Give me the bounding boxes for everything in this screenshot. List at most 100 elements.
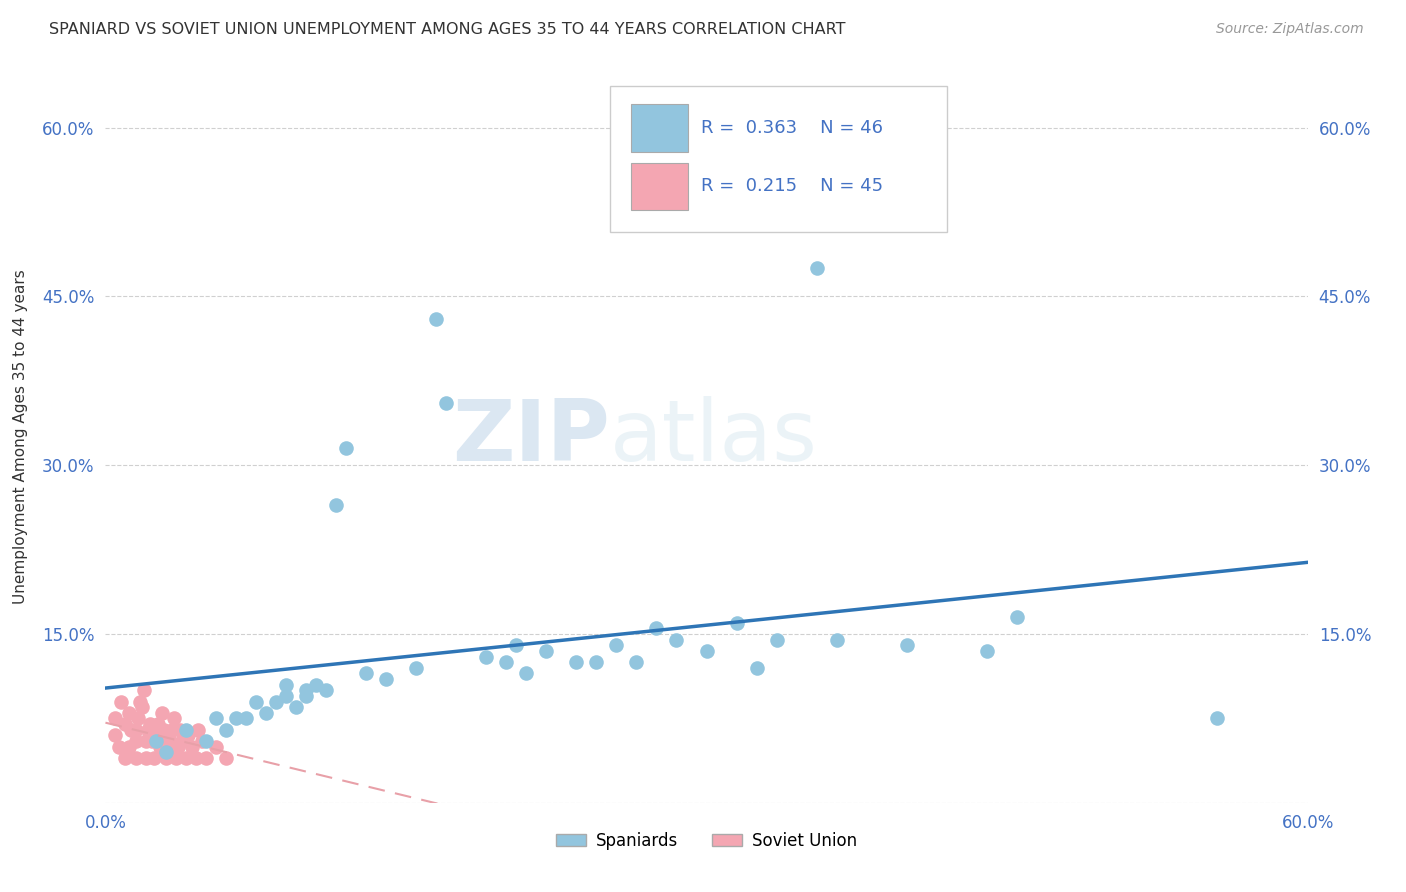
Point	[335, 442, 357, 456]
Point	[155, 745, 177, 759]
Point	[136, 723, 159, 737]
Point	[825, 632, 848, 647]
Point	[121, 723, 143, 737]
Point	[605, 638, 627, 652]
Point	[118, 706, 141, 720]
Point	[645, 621, 668, 635]
Point	[150, 706, 173, 720]
Point	[148, 739, 170, 754]
Point	[156, 728, 179, 742]
Point	[187, 723, 209, 737]
Point	[127, 711, 149, 725]
Point	[169, 723, 191, 737]
Point	[131, 700, 153, 714]
Point	[159, 734, 181, 748]
Point	[375, 672, 398, 686]
Point	[128, 694, 150, 708]
Point	[214, 751, 236, 765]
Point	[194, 751, 217, 765]
Point	[135, 734, 157, 748]
Point	[725, 615, 748, 630]
Point	[166, 739, 188, 754]
Point	[515, 666, 537, 681]
Text: ZIP: ZIP	[453, 395, 610, 479]
Point	[765, 632, 787, 647]
Point	[132, 683, 155, 698]
Point	[204, 739, 226, 754]
Point	[184, 751, 207, 765]
Point	[145, 728, 167, 742]
Point	[245, 694, 267, 708]
Point	[976, 644, 998, 658]
Point	[295, 683, 318, 698]
Text: atlas: atlas	[610, 395, 818, 479]
Text: R =  0.363    N = 46: R = 0.363 N = 46	[700, 120, 883, 137]
Point	[152, 723, 174, 737]
Point	[505, 638, 527, 652]
Point	[536, 644, 558, 658]
Text: SPANIARD VS SOVIET UNION UNEMPLOYMENT AMONG AGES 35 TO 44 YEARS CORRELATION CHAR: SPANIARD VS SOVIET UNION UNEMPLOYMENT AM…	[49, 22, 846, 37]
Point	[284, 700, 307, 714]
Point	[585, 655, 607, 669]
Point	[155, 751, 177, 765]
Point	[138, 717, 160, 731]
Point	[354, 666, 377, 681]
FancyBboxPatch shape	[610, 86, 948, 232]
Point	[114, 751, 136, 765]
Point	[1005, 610, 1028, 624]
Y-axis label: Unemployment Among Ages 35 to 44 years: Unemployment Among Ages 35 to 44 years	[13, 269, 28, 605]
Point	[305, 678, 328, 692]
Text: R =  0.215    N = 45: R = 0.215 N = 45	[700, 178, 883, 195]
Point	[235, 711, 257, 725]
FancyBboxPatch shape	[631, 163, 689, 211]
Point	[180, 739, 202, 754]
Point	[142, 751, 165, 765]
Point	[745, 661, 768, 675]
Point	[204, 711, 226, 725]
Point	[274, 689, 297, 703]
Point	[1206, 711, 1229, 725]
Point	[160, 723, 183, 737]
Point	[124, 751, 146, 765]
Point	[315, 683, 337, 698]
Point	[124, 723, 146, 737]
Point	[495, 655, 517, 669]
Point	[214, 723, 236, 737]
Point	[135, 751, 157, 765]
Point	[104, 711, 127, 725]
Legend: Spaniards, Soviet Union: Spaniards, Soviet Union	[550, 825, 863, 856]
Point	[110, 694, 132, 708]
Point	[425, 312, 447, 326]
Point	[104, 728, 127, 742]
Point	[174, 723, 197, 737]
Point	[165, 751, 187, 765]
Point	[475, 649, 498, 664]
Point	[325, 498, 347, 512]
Point	[190, 734, 212, 748]
Point	[626, 655, 648, 669]
Point	[896, 638, 918, 652]
Point	[254, 706, 277, 720]
Point	[696, 644, 718, 658]
Point	[565, 655, 588, 669]
Point	[274, 678, 297, 692]
Text: Source: ZipAtlas.com: Source: ZipAtlas.com	[1216, 22, 1364, 37]
Point	[141, 734, 163, 748]
Point	[194, 734, 217, 748]
Point	[108, 739, 131, 754]
Point	[170, 734, 193, 748]
Point	[405, 661, 427, 675]
Point	[162, 711, 184, 725]
Point	[114, 717, 136, 731]
Point	[174, 751, 197, 765]
Point	[146, 717, 169, 731]
Point	[665, 632, 688, 647]
Point	[118, 739, 141, 754]
Point	[225, 711, 247, 725]
Point	[264, 694, 287, 708]
Point	[145, 734, 167, 748]
Point	[806, 261, 828, 276]
Point	[295, 689, 318, 703]
Point	[176, 728, 198, 742]
Point	[124, 734, 146, 748]
